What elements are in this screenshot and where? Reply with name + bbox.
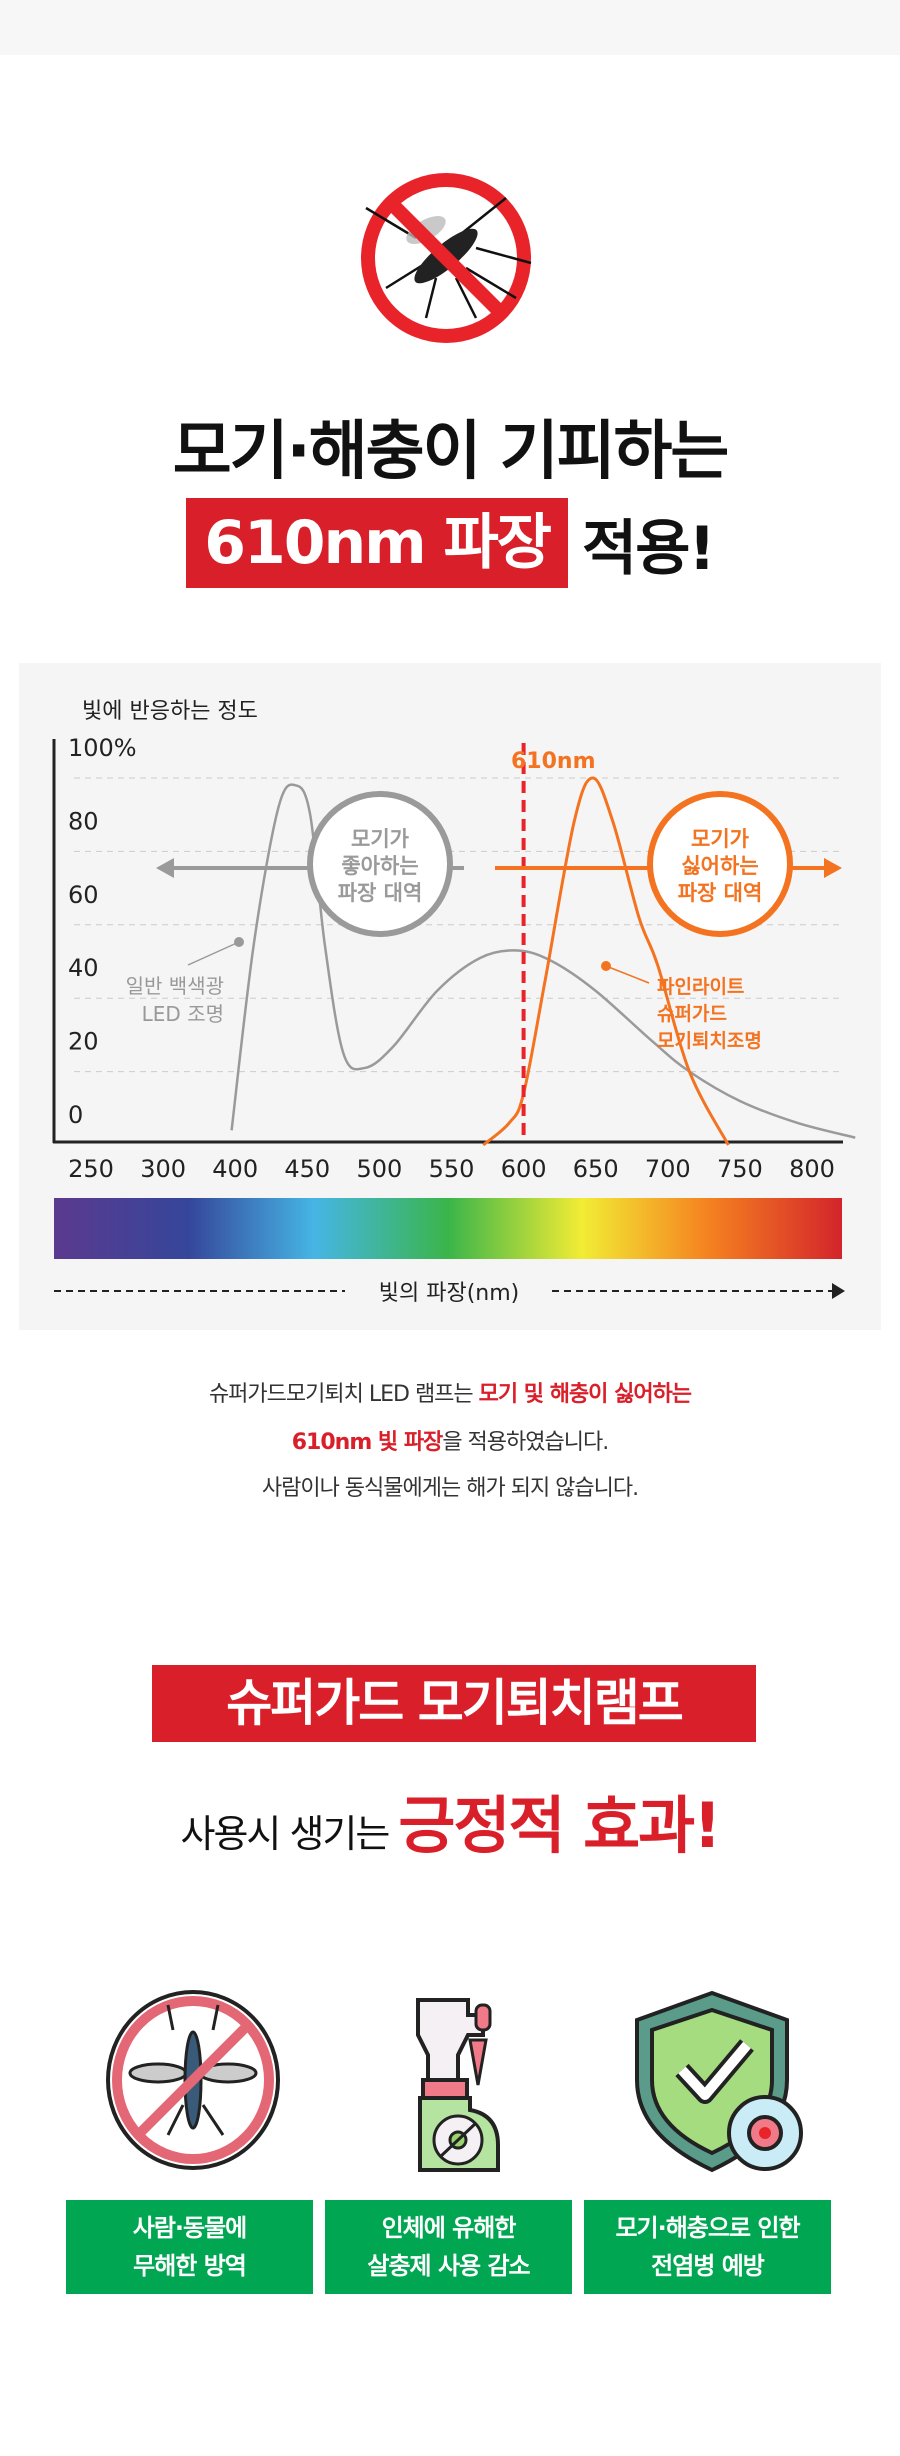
x-tick-label: 750 (717, 1155, 763, 1183)
y-tick-label: 60 (68, 881, 99, 909)
x-tick-label: 400 (212, 1155, 258, 1183)
annotation-label: 파장 대역 (678, 881, 763, 905)
description-line3: 사람이나 동식물에게는 해가 되지 않습니다. (261, 1476, 639, 1501)
headline-highlight: 610nm 파장 (186, 498, 568, 588)
benefit-text: 전염병 예방 (651, 2252, 765, 2280)
description-text: 을 적용하였습니다. (442, 1430, 609, 1455)
description-highlight: 610nm 빛 파장 (291, 1430, 444, 1455)
y-tick-label: 80 (68, 807, 99, 835)
no-mosquito-icon (361, 173, 532, 343)
headline-line2: 610nm 파장 적용! (0, 498, 900, 588)
x-tick-label: 300 (140, 1155, 186, 1183)
spectrum-bar (54, 1198, 842, 1259)
headline-rest: 적용! (582, 513, 716, 584)
series-label: 일반 백색광 (126, 974, 224, 998)
annotation-label: 싫어하는 (681, 854, 758, 878)
x-tick-label: 600 (501, 1155, 547, 1183)
wavelength-chart: 빛에 반응하는 정도 0 20 40 60 80 100% 250 300 400 450 500 55… (52, 699, 856, 1306)
section-banner: 슈퍼가드 모기퇴치램프 (152, 1665, 756, 1742)
chart-title: 빛에 반응하는 정도 (82, 699, 258, 724)
x-axis-title: 빛의 파장(nm) (379, 1281, 520, 1306)
x-tick-label: 650 (573, 1155, 619, 1183)
vline-label: 610nm (511, 749, 596, 774)
series-label: 슈퍼가드 (657, 1003, 727, 1025)
series-label: LED 조명 (142, 1002, 224, 1026)
arrow-right-icon (824, 858, 842, 878)
leader-line (187, 941, 240, 966)
arrow-right-icon (832, 1283, 845, 1299)
benefit-text: 살충제 사용 감소 (367, 2252, 530, 2280)
benefit-text: 사람·동물에 (132, 2214, 248, 2242)
x-tick-label: 500 (356, 1155, 402, 1183)
annotation-circle (307, 791, 453, 937)
top-band (0, 0, 900, 55)
wavelength-chart-panel: 빛에 반응하는 정도 0 20 40 60 80 100% 250 300 400 450 500 55… (19, 663, 881, 1330)
x-tick-label: 700 (645, 1155, 691, 1183)
no-mosquito-icon (106, 1990, 280, 2170)
y-tick-label: 100% (68, 734, 137, 762)
x-tick-label: 800 (789, 1155, 835, 1183)
annotation-circle (647, 791, 793, 937)
description-line1: 슈퍼가드모기퇴치 LED 램프는 모기 및 해충이 싫어하는 (0, 1376, 900, 1408)
annotation-label: 모기가 (351, 827, 410, 851)
arrow-left-icon (156, 858, 174, 878)
insecticide-spray-icon (416, 1998, 500, 2172)
x-tick-label: 450 (284, 1155, 330, 1183)
subtitle-text: 사용시 생기는 (180, 1812, 399, 1856)
description-highlight: 모기 및 해충이 싫어하는 (478, 1382, 692, 1407)
leader-line (605, 965, 650, 984)
y-tick-label: 20 (68, 1028, 99, 1056)
shield-virus-icon (635, 1990, 803, 2173)
y-tick-label: 40 (68, 954, 99, 982)
benefit-text: 인체에 유해한 (381, 2214, 517, 2242)
annotation-label: 모기가 (691, 827, 750, 851)
annotation-label: 좋아하는 (341, 854, 418, 878)
benefit-text: 무해한 방역 (133, 2252, 247, 2280)
headline-line1: 모기·해충이 기피하는 (172, 415, 730, 489)
series-label: 모기퇴치조명 (657, 1030, 762, 1052)
series-label: 파인라이트 (657, 976, 744, 998)
description-line2: 610nm 빛 파장을 적용하였습니다. (0, 1424, 900, 1456)
description-text: 슈퍼가드모기퇴치 LED 램프는 (208, 1382, 479, 1407)
series-line-white-led (230, 783, 856, 1139)
y-tick-label: 0 (68, 1101, 83, 1129)
x-tick-label: 550 (429, 1155, 475, 1183)
subtitle-highlight: 긍정적 효과! (398, 1789, 721, 1862)
x-tick-label: 250 (68, 1155, 114, 1183)
annotation-label: 파장 대역 (338, 881, 423, 905)
benefit-text: 모기·해충으로 인한 (615, 2214, 800, 2242)
section-subtitle: 사용시 생기는 긍정적 효과! (0, 1775, 900, 1865)
